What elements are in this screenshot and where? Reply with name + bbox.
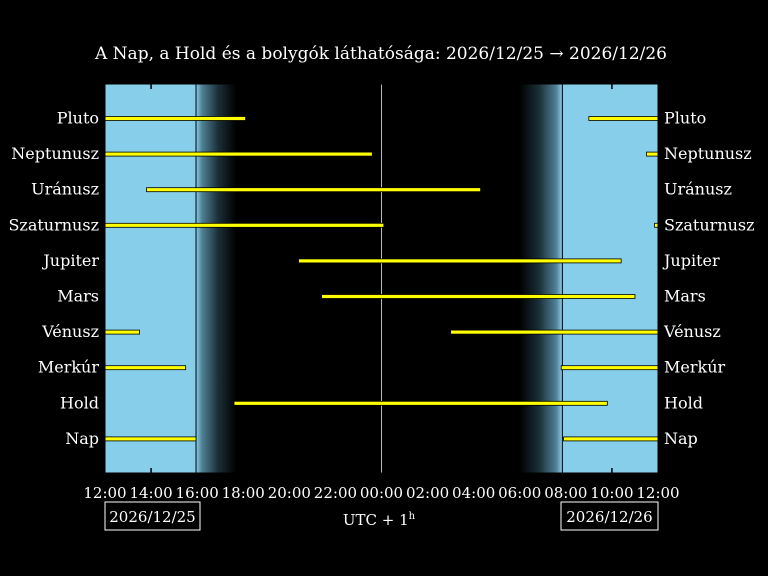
body-label-right: Neptunusz [664,144,752,163]
x-axis-label: UTC + 1h [343,511,416,529]
visibility-bars [104,116,659,442]
body-labels-left: Pluto Neptunusz Uránusz Szaturnusz Jupiter Ma… [8,109,99,448]
body-label-right: Szaturnusz [664,215,755,234]
x-tick-labels: 12:00 14:00 16:00 18:00 20:00 22:00 00:00 02:00… [83,484,679,502]
body-label-left: Vénusz [41,322,99,341]
body-label-right: Pluto [664,109,706,128]
x-tick-label: 08:00 [544,484,587,502]
x-tick-label: 12:00 [83,484,126,502]
twilight-dusk [196,84,237,473]
x-tick-label: 12:00 [636,484,679,502]
body-label-left: Neptunusz [11,144,99,163]
body-label-left: Merkúr [38,358,100,377]
x-tick-label: 02:00 [406,484,449,502]
date-box-left [104,501,201,531]
x-tick-label: 14:00 [129,484,172,502]
visibility-bar-0-0 [104,116,246,121]
x-tick-label: 04:00 [452,484,495,502]
frame-border [104,83,659,474]
body-label-left: Nap [65,429,99,448]
body-label-left: Szaturnusz [8,215,99,234]
body-label-left: Mars [57,287,99,306]
x-tick-label: 16:00 [176,484,219,502]
body-label-right: Jupiter [662,251,720,270]
body-label-left: Jupiter [41,251,99,270]
body-label-right: Mars [664,287,706,306]
visibility-bar-1-1 [646,151,659,157]
visibility-bar-5-0 [321,294,636,299]
daylight-morning [562,84,658,473]
plot-background [105,84,658,473]
visibility-bar-3-1 [654,222,659,228]
x-axis-label-sup: h [409,511,416,522]
body-label-right: Merkúr [664,358,726,377]
plot-frame [104,83,659,474]
body-label-right: Hold [664,393,703,412]
body-label-left: Hold [60,393,99,412]
visibility-bar-3-0 [104,222,385,228]
visibility-bar-9-1 [563,436,659,442]
x-tick-label: 20:00 [268,484,311,502]
x-axis-label-main: UTC + 1 [343,511,409,529]
body-label-right: Vénusz [663,322,721,341]
x-tick-label: 18:00 [222,484,265,502]
twilight-dawn [519,84,563,473]
visibility-bar-9-0 [104,436,197,442]
x-tick-label: 06:00 [498,484,541,502]
visibility-bar-7-1 [560,365,659,371]
visibility-bar-1-0 [104,151,373,157]
date-label-right: 2026/12/26 [566,508,652,526]
visibility-bar-4-0 [298,258,622,264]
body-label-right: Nap [664,429,698,448]
visibility-bar-0-1 [588,116,659,121]
daylight-evening [105,84,197,473]
body-label-left: Pluto [57,109,99,128]
body-label-right: Uránusz [664,180,732,199]
x-tick-label: 00:00 [360,484,403,502]
date-label-left: 2026/12/25 [109,508,195,526]
visibility-bar-6-0 [104,329,140,335]
x-tick-label: 10:00 [590,484,633,502]
chart-title: A Nap, a Hold és a bolygók láthatósága: … [94,44,667,64]
body-labels-right: Pluto Neptunusz Uránusz Szaturnusz Jupiter Ma… [662,109,755,448]
visibility-bar-2-0 [146,187,481,193]
visibility-bar-8-0 [233,400,608,406]
visibility-bar-6-1 [450,329,659,335]
date-box-right [560,501,659,531]
x-tick-label: 22:00 [314,484,357,502]
visibility-bar-7-0 [104,365,187,371]
body-label-left: Uránusz [31,180,99,199]
